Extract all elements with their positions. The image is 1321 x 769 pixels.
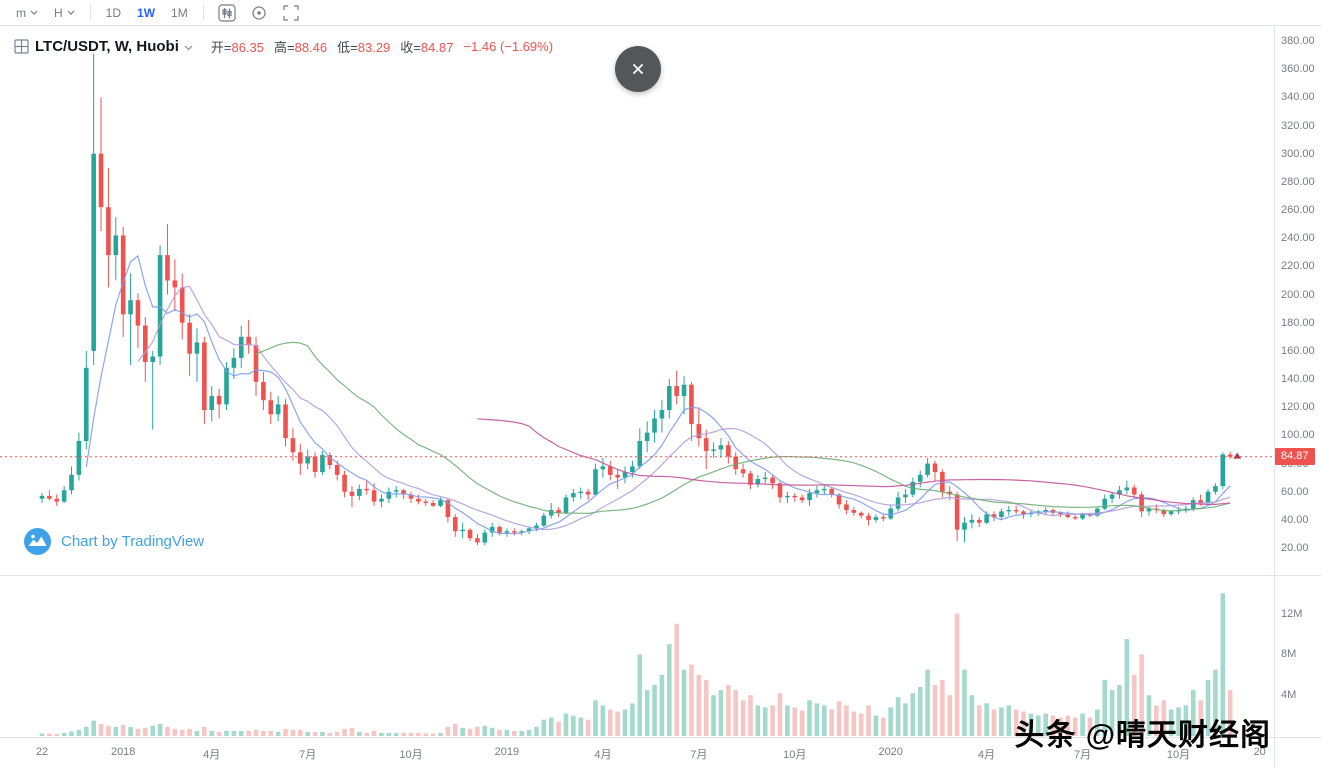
price-tick: 60.00 <box>1281 485 1309 498</box>
chevron-down-icon[interactable] <box>184 45 193 51</box>
symbol-title[interactable]: LTC/USDT, W, Huobi <box>35 38 179 55</box>
interval-minutes-label: m <box>16 5 26 20</box>
price-tick: 300.00 <box>1281 147 1315 160</box>
time-tick: 4月 <box>594 749 612 761</box>
tradingview-watermark-label: Chart by TradingView <box>61 533 205 550</box>
time-tick: 10月 <box>399 749 423 761</box>
time-tick: 7月 <box>690 749 708 761</box>
low-value: 83.29 <box>357 40 391 55</box>
time-tick: 22 <box>35 746 49 758</box>
change-value: −1.46 (−1.69%) <box>463 39 554 54</box>
close-label: 收= <box>400 40 421 55</box>
interval-minutes-menu[interactable]: m <box>8 4 46 22</box>
time-tick: 2019 <box>494 746 520 758</box>
close-icon <box>633 64 643 74</box>
price-tick: 20.00 <box>1281 542 1309 555</box>
interval-1m-button[interactable]: 1M <box>163 4 196 22</box>
toolbar-separator <box>202 5 204 20</box>
price-axis[interactable]: 84.87 380.00 360.00 340.00 320.00 300.00 280.… <box>1275 0 1321 768</box>
price-tick: 340.00 <box>1281 91 1315 104</box>
candlestick-chart-icon[interactable] <box>211 1 243 25</box>
time-tick: 10月 <box>1166 749 1191 761</box>
price-tick: 200.00 <box>1281 288 1315 301</box>
time-tick: 20 <box>1253 746 1266 758</box>
price-tick: 260.00 <box>1281 204 1315 216</box>
volume-tick: 8M <box>1281 648 1297 661</box>
ohlc-values: 开=86.35 高=88.46 低=83.29 收=84.87 −1.46 (−… <box>211 37 553 56</box>
target-icon[interactable] <box>243 1 275 25</box>
price-tick: 40.00 <box>1281 513 1309 526</box>
close-value: 84.87 <box>420 40 454 55</box>
open-label: 开= <box>210 40 232 55</box>
price-tick: 320.00 <box>1281 119 1315 132</box>
last-price-tag: 84.87 <box>1275 448 1315 466</box>
interval-hours-label: H <box>54 5 63 20</box>
time-axis[interactable]: 22 2018 4月 7月 10月 2019 4月 7月 10月 2020 4月 7月 10月 20 <box>0 737 1321 769</box>
chart-legend: LTC/USDT, W, Huobi 开=86.35 高=88.46 低=83.… <box>14 37 553 56</box>
price-tick: 280.00 <box>1281 175 1315 188</box>
close-button[interactable] <box>615 46 661 92</box>
tradingview-watermark[interactable]: Chart by TradingView <box>24 528 204 555</box>
time-tick: 4月 <box>203 749 221 761</box>
chevron-down-icon <box>30 10 38 15</box>
price-axis-border <box>1274 26 1275 768</box>
low-label: 低= <box>337 40 358 55</box>
open-value: 86.35 <box>231 40 265 55</box>
interval-hours-menu[interactable]: H <box>46 4 83 22</box>
volume-tick: 4M <box>1281 689 1297 702</box>
grid-icon[interactable] <box>14 39 29 54</box>
interval-1d-button[interactable]: 1D <box>98 4 129 22</box>
price-tick: 360.00 <box>1281 63 1315 76</box>
price-tick: 160.00 <box>1281 344 1315 357</box>
price-tick: 380.00 <box>1281 35 1315 47</box>
price-tick: 120.00 <box>1281 401 1315 414</box>
top-toolbar: m H 1D 1W 1M <box>0 0 1321 26</box>
price-tick: 220.00 <box>1281 260 1315 273</box>
tradingview-logo-icon <box>24 528 51 555</box>
high-value: 88.46 <box>294 40 328 55</box>
chevron-down-icon <box>67 10 75 15</box>
time-tick: 7月 <box>299 749 317 761</box>
interval-1w-button[interactable]: 1W <box>129 4 163 22</box>
time-tick: 7月 <box>1074 749 1092 761</box>
time-tick: 4月 <box>978 749 996 761</box>
time-tick: 2020 <box>878 746 903 758</box>
time-tick: 2018 <box>110 746 136 758</box>
high-label: 高= <box>274 40 295 55</box>
fullscreen-icon[interactable] <box>275 1 307 25</box>
price-tick: 140.00 <box>1281 373 1315 385</box>
brand-watermark: 头条 @晴天财经阁 <box>1014 719 1271 752</box>
volume-tick: 12M <box>1281 607 1303 620</box>
toolbar-separator <box>89 5 91 20</box>
price-tick: 240.00 <box>1281 232 1315 245</box>
price-tick: 100.00 <box>1281 429 1315 442</box>
time-tick: 10月 <box>783 749 807 761</box>
pane-separator[interactable] <box>0 575 1321 576</box>
price-tick: 180.00 <box>1281 316 1315 329</box>
